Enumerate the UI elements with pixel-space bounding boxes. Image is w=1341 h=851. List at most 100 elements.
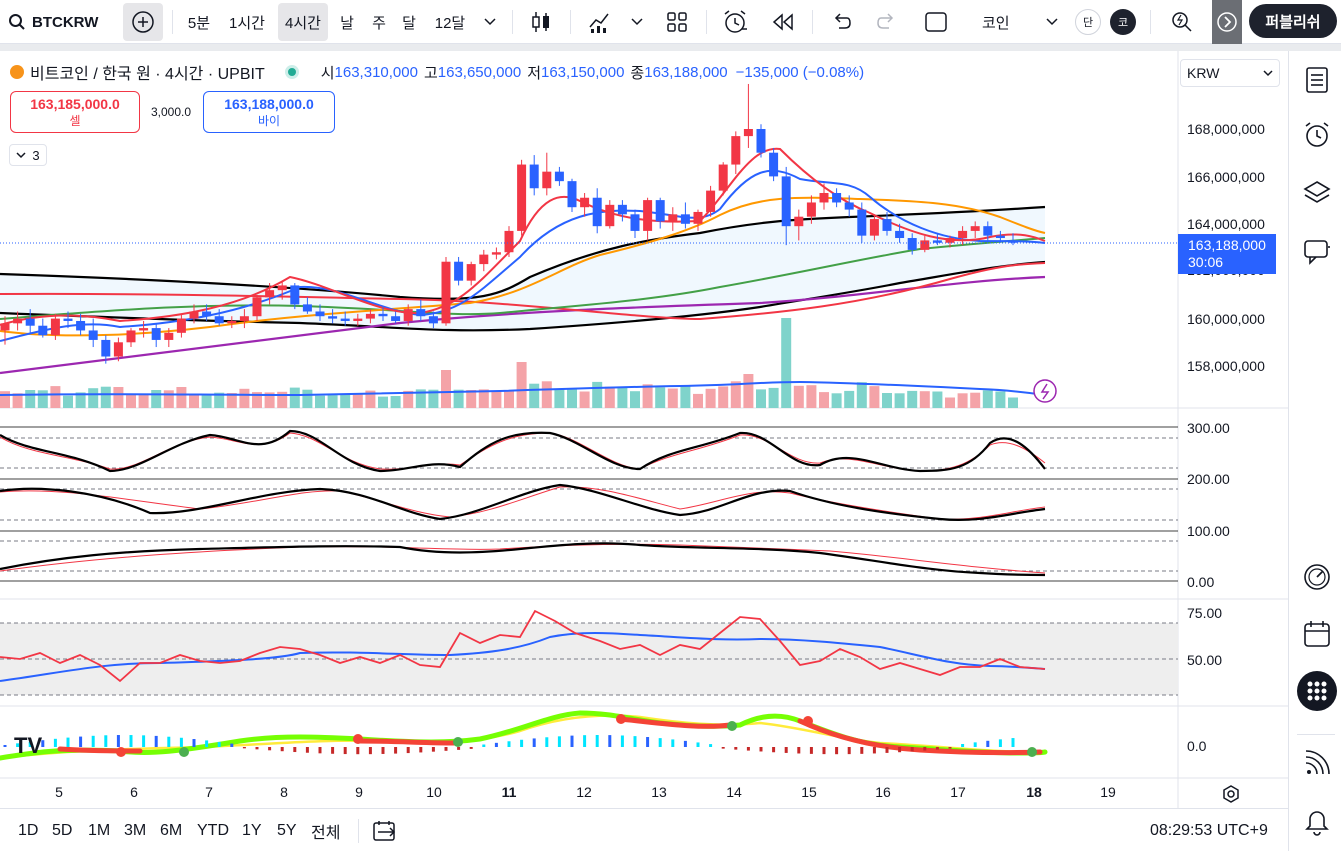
candle-body[interactable] <box>416 309 426 317</box>
candle-body[interactable] <box>428 316 438 324</box>
interval-week[interactable]: 주 <box>372 14 386 32</box>
interval-4h[interactable]: 4시간 <box>278 3 328 41</box>
watchlist-icon[interactable] <box>1302 65 1332 95</box>
time-axis-label[interactable]: 19 <box>1100 784 1116 800</box>
indicator-axis-label[interactable]: 200.00 <box>1187 471 1230 487</box>
candle-body[interactable] <box>340 318 350 321</box>
candle-body[interactable] <box>592 197 602 227</box>
publish-button[interactable]: 퍼블리쉬 <box>1249 4 1337 38</box>
candle-body[interactable] <box>731 136 741 165</box>
indicator-axis-label[interactable]: 300.00 <box>1187 420 1230 436</box>
price-axis-label[interactable]: 158,000,000 <box>1187 358 1265 374</box>
candle-body[interactable] <box>227 320 237 324</box>
range-1y[interactable]: 1Y <box>242 821 262 839</box>
candle-body[interactable] <box>479 254 489 265</box>
interval-1h[interactable]: 1시간 <box>229 14 265 32</box>
candle-body[interactable] <box>844 202 854 210</box>
candle-body[interactable] <box>504 230 514 253</box>
candle-body[interactable] <box>403 309 413 321</box>
candle-body[interactable] <box>970 226 980 231</box>
interval-day[interactable]: 날 <box>340 14 354 32</box>
price-axis-label[interactable]: 168,000,000 <box>1187 121 1265 137</box>
range-6m[interactable]: 6M <box>160 821 183 839</box>
range-5d[interactable]: 5D <box>52 821 73 839</box>
calendar-icon[interactable] <box>1302 619 1332 649</box>
chat-icon[interactable] <box>1302 237 1332 267</box>
undo-button[interactable] <box>824 0 858 44</box>
legend-title[interactable]: 비트코인 / 한국 원 · 4시간 · UPBIT <box>30 66 265 83</box>
candle-body[interactable] <box>151 328 161 340</box>
candle-body[interactable] <box>13 318 23 324</box>
candle-body[interactable] <box>580 197 590 208</box>
candle-body[interactable] <box>50 318 60 336</box>
candle-body[interactable] <box>869 219 879 236</box>
alarm-clock-icon[interactable] <box>1302 120 1332 150</box>
price-axis-label[interactable]: 160,000,000 <box>1187 311 1265 327</box>
lightning-icon[interactable] <box>1033 379 1057 403</box>
time-axis-label[interactable]: 12 <box>576 784 592 800</box>
candle-body[interactable] <box>895 230 905 239</box>
candle-body[interactable] <box>706 190 716 212</box>
candle-body[interactable] <box>529 164 539 189</box>
candle-body[interactable] <box>101 339 111 357</box>
candle-body[interactable] <box>857 209 867 236</box>
interval-12month[interactable]: 12달 <box>434 14 466 32</box>
indicators-dropdown[interactable] <box>626 0 648 44</box>
replay-button[interactable] <box>766 0 800 44</box>
candle-body[interactable] <box>718 164 728 191</box>
candle-body[interactable] <box>265 290 275 298</box>
candle-body[interactable] <box>756 129 766 153</box>
candle-body[interactable] <box>655 200 665 222</box>
indicators-button[interactable] <box>584 0 618 44</box>
time-axis-label[interactable]: 15 <box>801 784 817 800</box>
layout-button[interactable] <box>660 0 694 44</box>
candle-body[interactable] <box>38 325 48 336</box>
price-axis-label[interactable]: 166,000,000 <box>1187 169 1265 185</box>
candle-body[interactable] <box>932 240 942 243</box>
candle-body[interactable] <box>945 238 955 243</box>
candle-body[interactable] <box>378 313 388 317</box>
candle-body[interactable] <box>139 328 149 331</box>
rsi-axis-label[interactable]: 50.00 <box>1187 652 1223 668</box>
candle-body[interactable] <box>290 285 300 305</box>
sidebar-collapse-button[interactable] <box>1212 0 1242 44</box>
theme-badge[interactable]: 코 <box>1108 0 1138 44</box>
interval-5m[interactable]: 5분 <box>187 14 211 32</box>
candle-body[interactable] <box>277 285 287 291</box>
candle-body[interactable] <box>794 216 804 227</box>
candle-body[interactable] <box>806 202 816 217</box>
range-1d[interactable]: 1D <box>18 821 39 839</box>
candle-body[interactable] <box>113 342 123 357</box>
candle-body[interactable] <box>995 235 1005 239</box>
range-5y[interactable]: 5Y <box>277 821 297 839</box>
currency-select[interactable]: KRW <box>1180 59 1280 87</box>
price-axis-label[interactable]: 164,000,000 <box>1187 216 1265 232</box>
time-axis-label[interactable]: 10 <box>426 784 442 800</box>
candle-body[interactable] <box>567 181 577 208</box>
interval-month[interactable]: 달 <box>402 14 416 32</box>
candle-body[interactable] <box>554 171 564 182</box>
time-axis-label[interactable]: 5 <box>55 784 63 800</box>
layers-icon[interactable] <box>1302 178 1332 208</box>
candle-body[interactable] <box>189 311 199 319</box>
wave-axis-label[interactable]: 0.0 <box>1187 738 1207 754</box>
indicator-axis-label[interactable]: 100.00 <box>1187 523 1230 539</box>
time-axis-label[interactable]: 6 <box>130 784 138 800</box>
candle-body[interactable] <box>769 152 779 177</box>
candle-body[interactable] <box>491 252 501 255</box>
time-axis-label[interactable]: 16 <box>875 784 891 800</box>
candle-body[interactable] <box>832 192 842 203</box>
indicator-axis-label[interactable]: 0.00 <box>1187 574 1215 590</box>
indicators-collapse-button[interactable]: 3 <box>9 144 47 166</box>
interval-dropdown[interactable] <box>478 0 502 44</box>
axis-settings-icon[interactable] <box>1221 784 1241 804</box>
candle-body[interactable] <box>454 261 464 281</box>
candle-body[interactable] <box>441 261 451 324</box>
broadcast-icon[interactable] <box>1302 748 1332 778</box>
candle-body[interactable] <box>328 316 338 319</box>
market-status-dot[interactable] <box>284 65 299 79</box>
candle-body[interactable] <box>0 323 10 331</box>
candle-body[interactable] <box>819 192 829 203</box>
candle-body[interactable] <box>643 200 653 231</box>
candle-body[interactable] <box>983 226 993 236</box>
